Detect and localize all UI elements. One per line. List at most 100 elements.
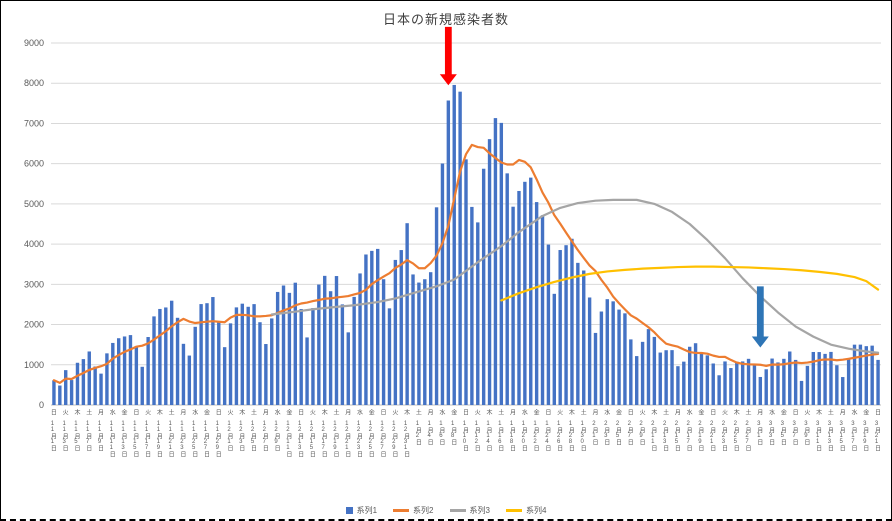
bar-series1 [735, 361, 739, 405]
bar-series1 [87, 351, 91, 405]
bar-series1 [452, 84, 456, 405]
x-axis-label: 土 1月2日 [414, 409, 421, 445]
bar-series1 [776, 362, 780, 405]
x-axis-label: 金 12月25日 [367, 409, 374, 457]
x-axis-label: 日 2月7日 [626, 409, 633, 445]
bar-series1 [582, 270, 586, 405]
bar-series1 [428, 272, 433, 405]
x-axis-label: 月 2月1日 [590, 409, 597, 445]
chart-title: 日本の新規感染者数 [382, 12, 509, 27]
x-axis-label: 金 2月19日 [696, 409, 703, 451]
x-axis-label: 月 11月23日 [178, 409, 185, 457]
bar-series1 [682, 361, 686, 405]
x-axis-label: 日 11月15日 [131, 409, 138, 457]
x-axis-label: 土 2月27日 [744, 409, 751, 451]
bar-series1 [464, 159, 468, 405]
bar-series1 [399, 250, 403, 405]
bar-series1 [446, 100, 451, 406]
bar-series1 [293, 282, 297, 405]
x-axis-label: 金 11月27日 [202, 409, 209, 457]
bar-series1 [393, 259, 398, 405]
bar-series1 [658, 352, 662, 405]
bar-series1 [287, 292, 292, 405]
line-series2 [52, 143, 880, 385]
bar-series1 [505, 173, 509, 405]
bar-series1 [852, 344, 857, 405]
x-axis-label: 土 12月5日 [249, 409, 256, 451]
bar-series1 [328, 291, 333, 405]
bar-series1 [240, 303, 245, 405]
bar-series1 [599, 311, 604, 405]
bar-series1 [211, 297, 215, 405]
bar-series1 [687, 346, 692, 405]
bar-series1 [423, 279, 427, 405]
bar-series1 [711, 363, 715, 405]
bar-series1 [158, 308, 162, 405]
bar-series1 [481, 168, 486, 405]
bar-series1 [523, 181, 527, 405]
x-axis-label: 月 3月1日 [755, 409, 762, 445]
bar-series1 [81, 359, 86, 405]
bar-series1 [576, 262, 580, 405]
bar-series1 [417, 282, 421, 405]
x-axis-label: 月 1月4日 [426, 409, 433, 445]
x-axis-label: 火 12月1日 [226, 409, 232, 451]
bar-series1 [529, 177, 533, 405]
bar-series1 [405, 223, 409, 405]
bar-series1 [570, 238, 574, 405]
y-axis-label: 0 [39, 400, 44, 410]
x-axis-label: 水 2月3日 [602, 409, 609, 445]
x-axis-label: 日 11月1日 [49, 409, 56, 451]
legend-marker-line [393, 509, 410, 512]
bar-series1 [558, 250, 562, 405]
bar-series1 [841, 377, 845, 405]
y-axis-label: 3000 [24, 279, 44, 289]
bar-series1 [340, 304, 345, 405]
bar-series1 [870, 345, 874, 405]
bar-series1 [175, 317, 180, 405]
legend-item-系列3: 系列3 [449, 505, 490, 516]
bar-series1 [546, 244, 551, 405]
bar-series1 [646, 329, 651, 405]
x-axis-label: 火 1月12日 [473, 409, 480, 451]
y-axis-label: 2000 [24, 320, 44, 330]
bar-series1 [793, 359, 798, 405]
bar-series1 [564, 245, 568, 405]
x-axis-label: 木 12月3日 [237, 409, 244, 451]
legend: 系列1 系列2 系列3 系列4 [1, 505, 891, 516]
bar-series1 [699, 352, 704, 405]
y-axis-label: 7000 [24, 118, 44, 128]
bar-series1 [193, 326, 197, 405]
x-axis-label: 金 11月13日 [120, 409, 127, 457]
red-down-arrow [439, 26, 457, 86]
bar-series1 [364, 254, 368, 405]
bar-series1 [116, 338, 121, 405]
bar-series1 [305, 337, 309, 405]
bar-series1 [458, 91, 462, 406]
y-axis-label: 4000 [24, 239, 44, 249]
x-axis-label: 火 2月23日 [720, 409, 727, 451]
bar-series1 [122, 336, 127, 405]
x-axis-label: 木 1月14日 [485, 409, 491, 451]
x-axis-label: 月 1月18日 [508, 409, 515, 451]
bar-series1 [758, 376, 763, 405]
bar-series1 [676, 366, 680, 405]
x-axis-label: 土 11月21日 [167, 409, 174, 457]
line-series3 [270, 198, 880, 354]
bar-series1 [334, 276, 339, 405]
x-axis-label: 火 12月29日 [390, 409, 397, 457]
bar-series1 [181, 343, 186, 405]
x-axis-label: 火 11月17日 [143, 409, 150, 457]
bar-series1 [228, 323, 233, 405]
bar-series1 [805, 365, 810, 405]
x-axis-label: 木 11月5日 [72, 409, 79, 451]
x-axis-label: 水 3月17日 [849, 409, 856, 451]
bar-series1 [487, 139, 492, 405]
x-axis-label: 火 2月9日 [638, 409, 645, 445]
y-axis-label: 1000 [24, 360, 44, 370]
bar-series1 [534, 202, 539, 405]
bar-series1 [105, 353, 109, 405]
bar-series1 [611, 301, 615, 405]
bar-series1 [346, 332, 350, 405]
